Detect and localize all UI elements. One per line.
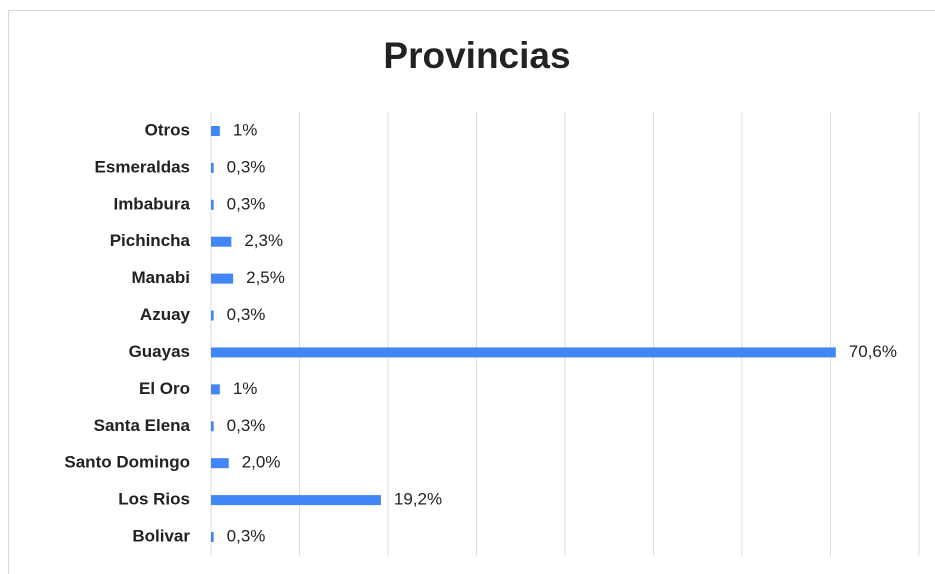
value-label: 0,3% — [227, 194, 266, 213]
bar — [211, 458, 229, 469]
value-label: 70,6% — [849, 342, 897, 361]
value-label: 19,2% — [394, 490, 442, 509]
category-label: Bolivar — [132, 526, 190, 545]
bar — [211, 495, 381, 506]
value-label: 1% — [233, 120, 258, 139]
category-label: Esmeraldas — [95, 157, 190, 176]
bar — [211, 384, 220, 395]
bar — [211, 236, 232, 247]
chart-title: Provincias — [383, 35, 570, 76]
category-label: Imbabura — [113, 194, 190, 213]
value-label: 2,5% — [246, 268, 285, 287]
bar — [211, 421, 214, 432]
value-label: 1% — [233, 379, 258, 398]
value-label: 0,3% — [227, 305, 266, 324]
bar — [211, 310, 214, 321]
bar — [211, 126, 220, 136]
bar — [211, 273, 234, 284]
bar — [211, 199, 214, 210]
value-label: 2,3% — [244, 231, 283, 250]
category-label: El Oro — [139, 379, 190, 398]
bar — [211, 347, 836, 358]
bar — [211, 532, 214, 542]
value-label: 2,0% — [242, 453, 281, 472]
bar — [211, 162, 214, 173]
value-label: 0,3% — [227, 416, 266, 435]
category-label: Manabi — [131, 268, 190, 287]
category-label: Pichincha — [110, 231, 191, 250]
category-label: Santa Elena — [94, 416, 191, 435]
chart-border — [8, 10, 935, 574]
category-label: Azuay — [140, 305, 191, 324]
value-label: 0,3% — [227, 157, 266, 176]
category-label: Santo Domingo — [64, 453, 190, 472]
category-label: Guayas — [129, 342, 190, 361]
category-label: Los Rios — [118, 490, 190, 509]
value-label: 0,3% — [227, 526, 266, 545]
category-label: Otros — [145, 120, 190, 139]
